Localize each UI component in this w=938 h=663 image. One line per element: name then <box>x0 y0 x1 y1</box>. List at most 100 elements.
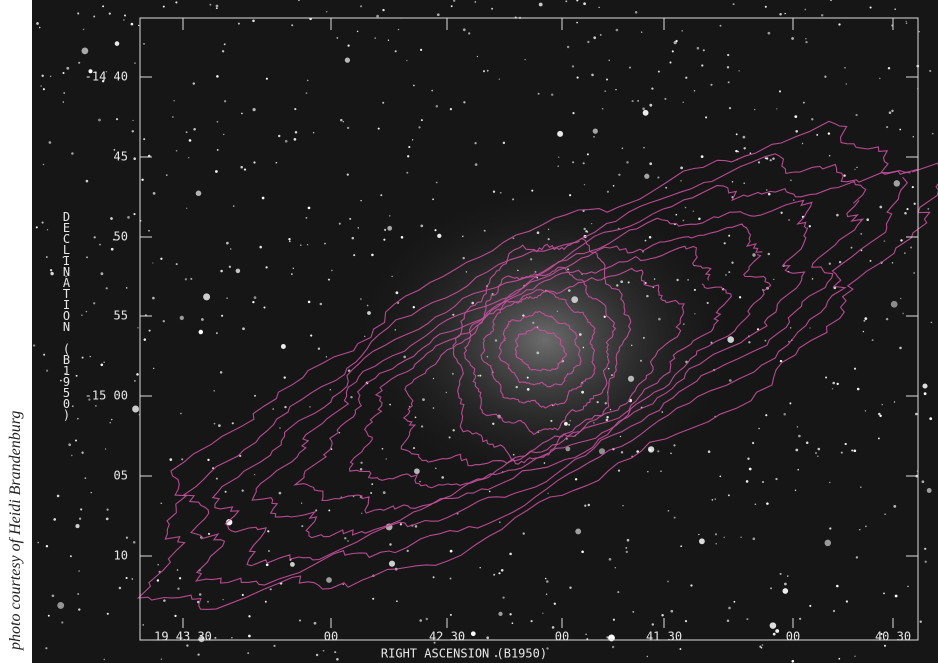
star <box>407 550 409 552</box>
star <box>622 505 623 506</box>
star <box>309 406 310 407</box>
star <box>475 1 476 2</box>
star <box>94 236 96 238</box>
star <box>698 218 701 221</box>
star <box>668 510 670 512</box>
star <box>408 146 410 148</box>
star <box>558 157 559 158</box>
star <box>569 587 571 589</box>
star <box>654 278 656 280</box>
star <box>797 469 798 470</box>
star <box>126 577 128 579</box>
star <box>803 102 805 104</box>
star <box>824 76 826 78</box>
star <box>450 614 452 616</box>
star <box>900 239 902 241</box>
star <box>734 601 736 603</box>
star <box>339 432 340 433</box>
star <box>492 423 494 425</box>
star <box>762 644 764 646</box>
star <box>279 427 280 428</box>
star <box>477 56 478 57</box>
star <box>765 340 767 342</box>
star <box>902 313 903 314</box>
star <box>71 455 73 457</box>
star <box>907 586 909 588</box>
star <box>870 260 872 262</box>
star <box>829 482 830 483</box>
star <box>395 329 396 330</box>
star <box>889 111 892 114</box>
star <box>893 505 896 508</box>
star <box>585 634 586 635</box>
star <box>557 311 558 312</box>
star <box>531 190 533 192</box>
star <box>186 131 188 133</box>
star <box>267 530 269 532</box>
star <box>732 181 733 182</box>
star <box>860 233 862 235</box>
star <box>546 580 549 583</box>
star <box>517 270 518 271</box>
star <box>790 327 791 328</box>
star <box>320 303 323 306</box>
star <box>153 368 154 369</box>
star <box>132 130 134 132</box>
star <box>894 8 896 10</box>
star <box>802 143 803 144</box>
star <box>863 320 865 322</box>
star <box>201 318 204 321</box>
star <box>620 436 621 437</box>
star <box>144 338 147 341</box>
star <box>163 320 165 322</box>
star <box>310 335 312 337</box>
star <box>743 147 745 149</box>
star <box>825 540 832 547</box>
star <box>314 622 317 625</box>
star <box>406 60 407 61</box>
star <box>466 271 467 272</box>
star <box>912 186 914 188</box>
star <box>535 271 537 273</box>
star <box>904 212 907 215</box>
star <box>45 647 47 649</box>
star <box>613 619 615 621</box>
star <box>216 121 218 123</box>
star <box>364 336 366 338</box>
star <box>265 266 267 268</box>
star <box>879 415 881 417</box>
star <box>241 113 243 115</box>
star <box>420 49 422 51</box>
star <box>859 529 860 530</box>
star <box>564 422 568 426</box>
star <box>134 380 136 382</box>
star <box>673 444 675 446</box>
star <box>707 302 709 304</box>
star <box>157 564 159 566</box>
star <box>765 157 767 159</box>
star <box>644 174 649 179</box>
star <box>839 261 841 263</box>
star <box>865 410 866 411</box>
star <box>647 471 649 473</box>
star <box>882 404 883 405</box>
star <box>680 180 682 182</box>
star <box>307 80 309 82</box>
star <box>812 278 814 280</box>
star <box>499 521 501 523</box>
star <box>76 375 78 377</box>
star <box>75 524 79 528</box>
star <box>720 25 722 27</box>
y-tick-label: -15 00 <box>85 389 128 403</box>
star <box>863 331 864 332</box>
star <box>290 562 295 567</box>
star <box>186 644 188 646</box>
x-tick-label: 40 30 <box>875 630 911 644</box>
star <box>816 134 818 136</box>
star <box>602 108 603 109</box>
star <box>581 551 584 554</box>
star <box>107 613 109 615</box>
star <box>670 452 672 454</box>
star <box>829 155 831 157</box>
star <box>583 228 585 230</box>
